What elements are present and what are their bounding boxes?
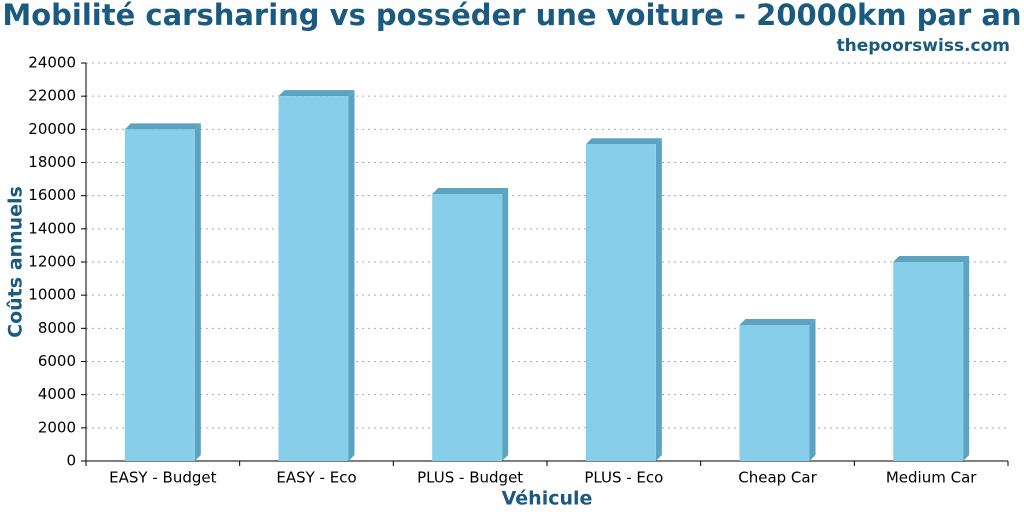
bar-side (194, 123, 201, 461)
y-tick-label: 2000 (38, 418, 76, 436)
bar-side (502, 188, 509, 461)
y-tick-label: 4000 (38, 385, 76, 403)
bar-top (739, 319, 816, 326)
x-tick-label: EASY - Budget (109, 469, 216, 487)
y-tick-label: 16000 (28, 186, 76, 204)
bar (278, 96, 349, 462)
bar-top (585, 138, 662, 145)
x-tick-label: PLUS - Budget (417, 469, 523, 487)
bar-top (432, 188, 509, 195)
x-axis-label: Véhicule (502, 488, 593, 510)
y-tick-label: 24000 (28, 54, 76, 72)
x-tick-label: Cheap Car (738, 469, 817, 487)
bar-top (893, 256, 970, 262)
y-tick-label: 20000 (28, 120, 76, 138)
bar-top (124, 123, 201, 130)
bar-top (278, 90, 355, 97)
chart-subtitle: thepoorswiss.com (837, 36, 1011, 56)
y-tick-label: 18000 (28, 153, 76, 171)
y-axis-label: Coûts annuels (5, 186, 27, 338)
x-tick-label: EASY - Eco (276, 469, 356, 487)
y-tick-label: 6000 (38, 352, 76, 370)
x-tick-label: PLUS - Eco (584, 469, 663, 487)
x-tick-label: Medium Car (886, 469, 977, 487)
y-tick-label: 8000 (38, 319, 76, 337)
bar (124, 129, 195, 462)
y-tick-label: 12000 (28, 253, 76, 271)
y-tick-label: 10000 (28, 286, 76, 304)
bar (739, 325, 810, 461)
bar (432, 194, 503, 461)
bar-side (348, 90, 355, 462)
bar-side (655, 138, 662, 461)
bar (893, 262, 964, 461)
bar (585, 144, 656, 461)
bar-side (963, 256, 970, 461)
chart-title: Mobilité carsharing vs posséder une voit… (2, 0, 1021, 32)
y-tick-label: 22000 (28, 87, 76, 105)
bar-side (809, 319, 816, 461)
y-tick-label: 14000 (28, 219, 76, 237)
y-tick-label: 0 (66, 452, 76, 470)
